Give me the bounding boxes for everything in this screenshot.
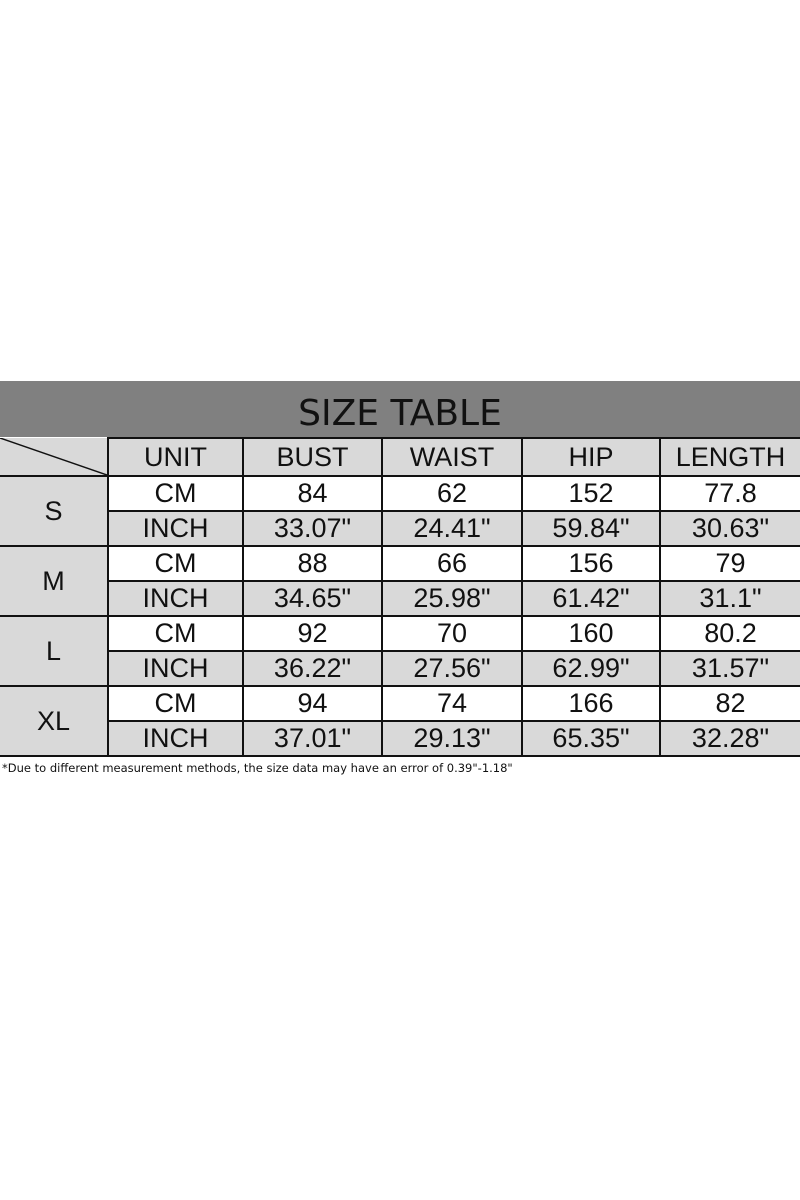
- corner-cell: [0, 438, 109, 477]
- column-header: WAIST: [381, 437, 523, 477]
- value-cell: 84: [242, 475, 383, 512]
- page-title: SIZE TABLE: [298, 392, 502, 434]
- size-label: M: [0, 545, 109, 617]
- value-cell: 37.01": [242, 720, 383, 757]
- size-label: XL: [0, 685, 109, 757]
- column-header: UNIT: [107, 437, 244, 477]
- value-cell: 70: [381, 615, 523, 652]
- table-row: S CM 84 62 152 77.8: [0, 475, 800, 547]
- value-cell: 27.56": [381, 650, 523, 687]
- value-cell: 29.13": [381, 720, 523, 757]
- value-cell: 79: [659, 545, 800, 582]
- value-cell: 65.35": [521, 720, 661, 757]
- table-row: XL CM 94 74 166 82: [0, 685, 800, 757]
- value-cell: 166: [521, 685, 661, 722]
- unit-cell: CM: [107, 615, 244, 652]
- value-cell: 59.84": [521, 510, 661, 547]
- footnote: *Due to different measurement methods, t…: [2, 761, 513, 775]
- value-cell: 74: [381, 685, 523, 722]
- value-cell: 92: [242, 615, 383, 652]
- unit-cell: CM: [107, 475, 244, 512]
- header-row: UNIT BUST WAIST HIP LENGTH: [0, 437, 800, 477]
- value-cell: 152: [521, 475, 661, 512]
- size-label: L: [0, 615, 109, 687]
- value-cell: 88: [242, 545, 383, 582]
- unit-cell: INCH: [107, 510, 244, 547]
- table-row: L CM 92 70 160 80.2: [0, 615, 800, 687]
- size-label: S: [0, 475, 109, 547]
- value-cell: 62.99": [521, 650, 661, 687]
- value-cell: 156: [521, 545, 661, 582]
- table-row: INCH 36.22" 27.56" 62.99" 31.57": [0, 650, 800, 687]
- column-header: LENGTH: [659, 437, 800, 477]
- value-cell: 160: [521, 615, 661, 652]
- unit-cell: INCH: [107, 650, 244, 687]
- unit-cell: INCH: [107, 720, 244, 757]
- value-cell: 82: [659, 685, 800, 722]
- table-row: INCH 37.01" 29.13" 65.35" 32.28": [0, 720, 800, 757]
- value-cell: 36.22": [242, 650, 383, 687]
- value-cell: 80.2: [659, 615, 800, 652]
- unit-cell: CM: [107, 545, 244, 582]
- value-cell: 24.41": [381, 510, 523, 547]
- value-cell: 62: [381, 475, 523, 512]
- table-row: M CM 88 66 156 79: [0, 545, 800, 617]
- value-cell: 25.98": [381, 580, 523, 617]
- value-cell: 77.8: [659, 475, 800, 512]
- value-cell: 94: [242, 685, 383, 722]
- unit-cell: INCH: [107, 580, 244, 617]
- table-row: INCH 34.65" 25.98" 61.42" 31.1": [0, 580, 800, 617]
- column-header: HIP: [521, 437, 661, 477]
- value-cell: 31.1": [659, 580, 800, 617]
- value-cell: 32.28": [659, 720, 800, 757]
- table-row: INCH 33.07" 24.41" 59.84" 30.63": [0, 510, 800, 547]
- title-bar: SIZE TABLE: [0, 381, 800, 437]
- value-cell: 66: [381, 545, 523, 582]
- value-cell: 33.07": [242, 510, 383, 547]
- value-cell: 31.57": [659, 650, 800, 687]
- size-table: UNIT BUST WAIST HIP LENGTH S CM 84 62 152 77.…: [0, 437, 800, 757]
- value-cell: 61.42": [521, 580, 661, 617]
- column-header: BUST: [242, 437, 383, 477]
- unit-cell: CM: [107, 685, 244, 722]
- value-cell: 30.63": [659, 510, 800, 547]
- value-cell: 34.65": [242, 580, 383, 617]
